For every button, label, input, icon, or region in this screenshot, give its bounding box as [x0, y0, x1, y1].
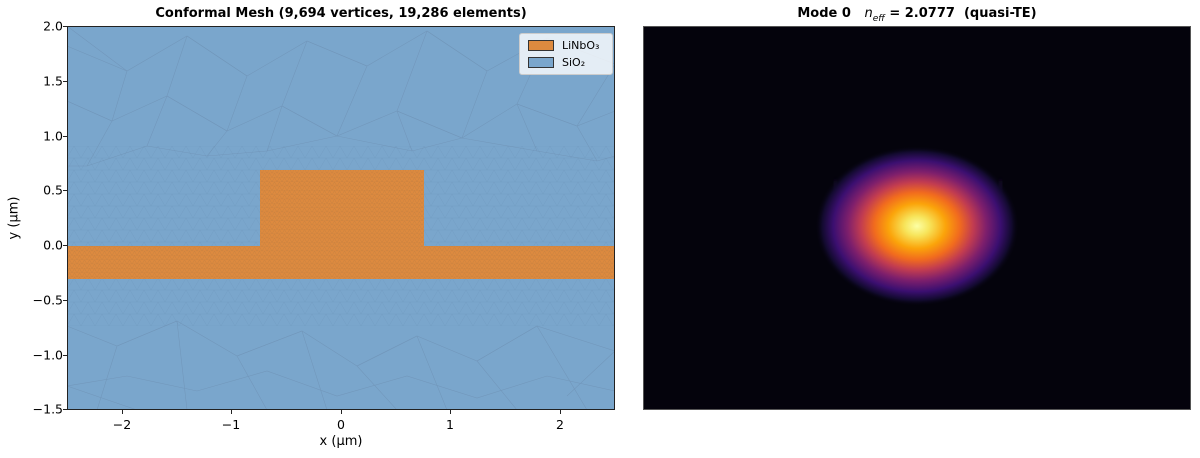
xtick-label: 2 — [556, 417, 564, 432]
ytick-mark — [63, 355, 67, 356]
linbo3-swatch — [528, 40, 554, 51]
mesh-plot-axes — [67, 26, 615, 410]
mesh-geometry — [68, 27, 614, 409]
ytick-label: 0.5 — [43, 182, 63, 198]
ytick-mark — [63, 81, 67, 82]
ytick-label: 1.5 — [43, 73, 63, 89]
neff-subscript: eff — [872, 13, 885, 24]
mode-label: Mode 0 — [797, 6, 851, 21]
ytick-label: 0.0 — [43, 237, 63, 253]
xtick-mark — [122, 410, 123, 414]
xtick-mark — [560, 410, 561, 414]
ytick-mark — [63, 190, 67, 191]
ytick-mark — [63, 245, 67, 246]
ytick-mark — [63, 26, 67, 27]
xtick-mark — [450, 410, 451, 414]
mode-plot-title: Mode 0 neff = 2.0777 (quasi-TE) — [797, 6, 1036, 24]
mode-field-heatmap — [815, 146, 1019, 306]
ytick-label: 2.0 — [43, 18, 63, 34]
legend-item-linbo3: LiNbO₃ — [528, 39, 599, 52]
ytick-mark — [63, 136, 67, 137]
ytick-label: 1.0 — [43, 128, 63, 144]
ytick-mark — [63, 300, 67, 301]
polarization-label: (quasi-TE) — [963, 6, 1037, 21]
mode-field-axes — [643, 26, 1191, 410]
xtick-label: 0 — [337, 417, 345, 432]
neff-symbol: n — [864, 6, 873, 21]
xtick-mark — [341, 410, 342, 414]
mesh-plot-title: Conformal Mesh (9,694 vertices, 19,286 e… — [155, 6, 527, 21]
legend-label-linbo3: LiNbO₃ — [562, 39, 600, 52]
x-axis-label: x (µm) — [319, 434, 363, 449]
ytick-label: −1.0 — [32, 347, 63, 363]
ytick-label: −0.5 — [32, 292, 63, 308]
xtick-label: 1 — [446, 417, 454, 432]
ytick-label: −1.5 — [32, 401, 63, 417]
legend: LiNbO₃ SiO₂ — [519, 33, 613, 75]
xtick-mark — [231, 410, 232, 414]
ytick-mark — [63, 409, 67, 410]
xtick-label: −2 — [112, 417, 132, 432]
neff-value: = 2.0777 — [889, 6, 955, 21]
legend-label-sio2: SiO₂ — [562, 56, 586, 69]
y-axis-label: y (µm) — [6, 196, 22, 240]
legend-item-sio2: SiO₂ — [528, 56, 585, 69]
xtick-label: −1 — [221, 417, 241, 432]
sio2-swatch — [528, 57, 554, 68]
